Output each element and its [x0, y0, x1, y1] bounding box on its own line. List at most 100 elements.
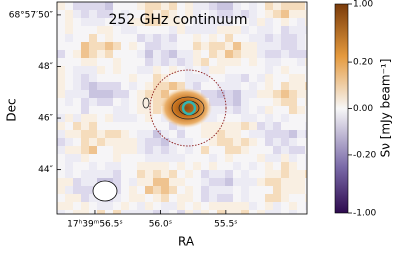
- map-pixel: [265, 122, 273, 130]
- map-pixel: [185, 210, 193, 214]
- map-pixel: [273, 154, 281, 162]
- map-pixel: [225, 106, 233, 114]
- map-pixel: [81, 194, 89, 202]
- map-pixel: [145, 210, 153, 214]
- map-pixel: [105, 10, 113, 18]
- map-pixel: [57, 170, 65, 178]
- map-pixel: [265, 178, 273, 186]
- map-pixel: [113, 2, 121, 10]
- map-pixel: [129, 146, 137, 154]
- map-pixel: [113, 210, 121, 214]
- map-pixel: [161, 210, 169, 214]
- map-pixel: [265, 90, 273, 98]
- map-pixel: [121, 114, 129, 122]
- map-pixel: [129, 210, 137, 214]
- map-pixel: [121, 178, 129, 186]
- map-pixel: [289, 2, 297, 10]
- map-pixel: [249, 98, 257, 106]
- map-pixel: [97, 82, 105, 90]
- map-pixel: [177, 186, 185, 194]
- map-pixel: [185, 138, 193, 146]
- map-pixel: [289, 210, 297, 214]
- map-pixel: [177, 10, 185, 18]
- map-pixel: [169, 210, 177, 214]
- map-pixel: [209, 138, 217, 146]
- map-pixel: [217, 58, 225, 66]
- map-pixel: [281, 50, 289, 58]
- map-pixel: [233, 154, 241, 162]
- map-pixel: [153, 210, 161, 214]
- map-pixel: [233, 58, 241, 66]
- y-tick-label: 48″: [38, 62, 53, 72]
- map-pixel: [305, 10, 307, 18]
- map-pixel: [257, 202, 265, 210]
- map-pixel: [97, 154, 105, 162]
- map-pixel: [145, 58, 153, 66]
- contour: [171, 96, 205, 120]
- map-pixel: [105, 26, 113, 34]
- map-pixel: [241, 106, 249, 114]
- map-pixel: [129, 106, 137, 114]
- map-pixel: [89, 58, 97, 66]
- map-pixel: [201, 34, 209, 42]
- map-pixel: [185, 178, 193, 186]
- map-pixel: [201, 194, 209, 202]
- map-pixel: [281, 42, 289, 50]
- map-pixel: [153, 130, 161, 138]
- map-pixel: [265, 202, 273, 210]
- map-pixel: [145, 194, 153, 202]
- map-pixel: [137, 90, 145, 98]
- map-pixel: [137, 138, 145, 146]
- map-pixel: [137, 146, 145, 154]
- map-pixel: [177, 210, 185, 214]
- map-pixel: [57, 130, 65, 138]
- map-pixel: [105, 210, 113, 214]
- map-pixel: [161, 58, 169, 66]
- map-pixel: [209, 114, 217, 122]
- map-pixel: [201, 2, 209, 10]
- map-pixel: [225, 42, 233, 50]
- map-pixel: [73, 138, 81, 146]
- map-pixel: [201, 90, 209, 98]
- map-pixel: [193, 170, 201, 178]
- map-pixel: [297, 210, 305, 214]
- map-pixel: [265, 18, 273, 26]
- map-pixel: [105, 18, 113, 26]
- map-pixel: [265, 194, 273, 202]
- map-pixel: [137, 66, 145, 74]
- map-pixel: [89, 162, 97, 170]
- map-pixel: [281, 26, 289, 34]
- map-pixel: [233, 202, 241, 210]
- map-pixel: [297, 26, 305, 34]
- map-pixel: [217, 154, 225, 162]
- map-pixel: [265, 74, 273, 82]
- map-pixel: [97, 162, 105, 170]
- map-pixel: [145, 114, 153, 122]
- map-pixel: [273, 74, 281, 82]
- map-pixel: [257, 162, 265, 170]
- map-pixel: [289, 138, 297, 146]
- map-pixel: [105, 42, 113, 50]
- map-pixel: [225, 90, 233, 98]
- map-pixel: [145, 34, 153, 42]
- map-pixel: [257, 130, 265, 138]
- map-pixel: [297, 66, 305, 74]
- map-pixel: [305, 202, 307, 210]
- map-pixel: [81, 210, 89, 214]
- map-pixel: [289, 58, 297, 66]
- map-pixel: [233, 18, 241, 26]
- map-pixel: [265, 146, 273, 154]
- map-pixel: [249, 18, 257, 26]
- map-pixel: [113, 50, 121, 58]
- map-pixel: [121, 194, 129, 202]
- map-pixel: [65, 178, 73, 186]
- map-pixel: [249, 122, 257, 130]
- map-pixel: [217, 66, 225, 74]
- map-pixel: [145, 138, 153, 146]
- map-pixel: [65, 50, 73, 58]
- map-pixel: [81, 42, 89, 50]
- map-pixel: [225, 162, 233, 170]
- map-pixel: [169, 138, 177, 146]
- map-pixel: [169, 74, 177, 82]
- map-pixel: [209, 18, 217, 26]
